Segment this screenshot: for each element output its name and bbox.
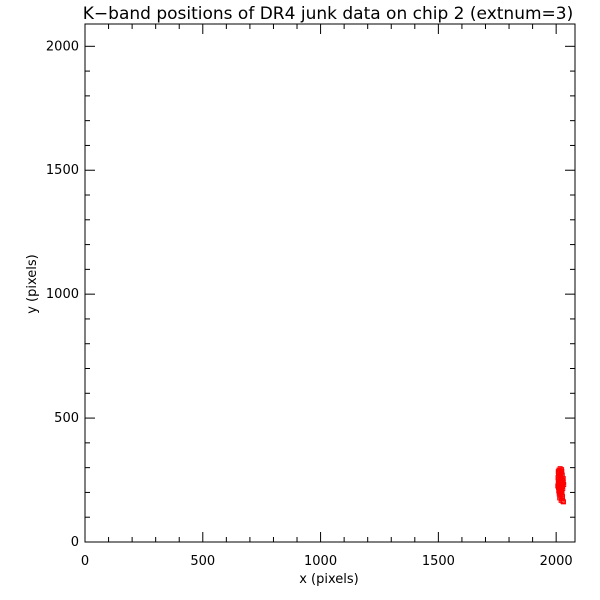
- x-tick-label: 0: [81, 554, 89, 569]
- x-axis-label: x (pixels): [299, 572, 359, 587]
- data-point: [560, 476, 566, 482]
- minor-ticks: [85, 24, 575, 542]
- x-tick-label: 1000: [304, 554, 337, 569]
- x-tick-label: 2000: [540, 554, 573, 569]
- x-tick-label: 1500: [422, 554, 455, 569]
- data-point: [555, 483, 561, 489]
- data-point: [560, 498, 566, 504]
- y-axis-label: y (pixels): [25, 254, 40, 314]
- data-points: [555, 466, 567, 505]
- x-tick-label: 500: [190, 554, 215, 569]
- chart-title: K−band positions of DR4 junk data on chi…: [83, 4, 573, 24]
- plot-frame: [84, 23, 576, 543]
- y-tick-label: 0: [71, 535, 79, 550]
- y-tick-label: 1500: [46, 163, 79, 178]
- y-tick-label: 1000: [46, 287, 79, 302]
- data-point: [560, 499, 566, 505]
- tick-labels: 0 500 1000 1500 2000 0 500 1000 1500 2000: [46, 39, 573, 569]
- major-ticks: [84, 24, 575, 543]
- data-point: [555, 469, 561, 475]
- y-tick-label: 500: [54, 411, 79, 426]
- data-point: [561, 481, 567, 487]
- y-tick-label: 2000: [46, 39, 79, 54]
